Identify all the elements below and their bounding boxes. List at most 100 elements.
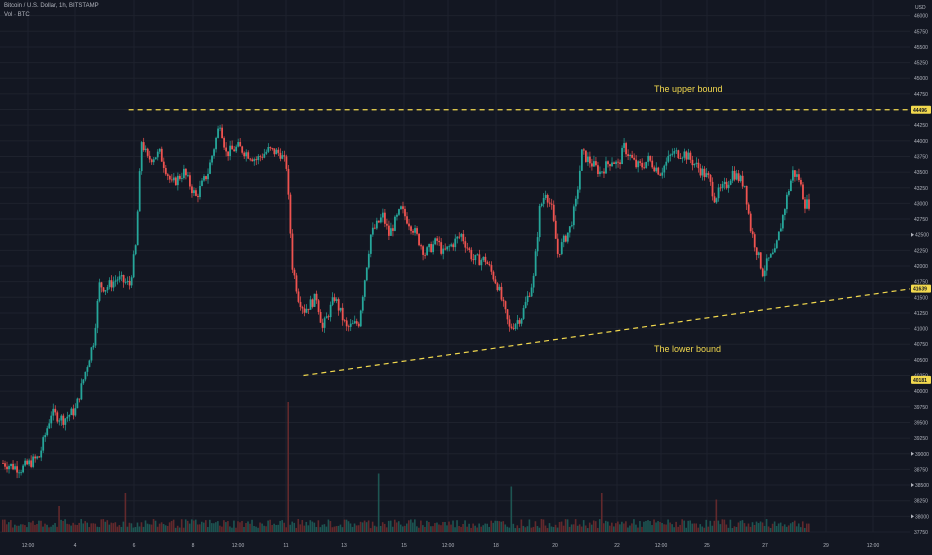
volume-bar — [120, 526, 123, 532]
candle-body — [335, 299, 338, 301]
candle-body — [657, 167, 660, 175]
volume-bar — [403, 525, 406, 532]
volume-bar — [315, 526, 318, 532]
volume-bar — [596, 527, 599, 532]
volume-bar — [164, 525, 167, 532]
candle-body — [568, 226, 571, 233]
volume-bar — [777, 523, 780, 532]
volume-bar — [697, 527, 700, 532]
candle-body — [74, 408, 77, 416]
price-tick: 40500 — [914, 358, 928, 364]
volume-bar — [36, 524, 38, 532]
candle-body — [679, 158, 682, 159]
candle-body — [416, 228, 418, 234]
candle-body — [392, 228, 394, 231]
candle-body — [152, 159, 155, 163]
candle-body — [653, 167, 656, 172]
volume-bar — [671, 524, 673, 532]
candle-body — [584, 150, 587, 162]
volume-bar — [498, 521, 501, 532]
volume-bar — [546, 528, 549, 532]
volume-bar — [379, 525, 382, 532]
volume-bar — [442, 522, 444, 532]
volume-bar — [399, 524, 402, 532]
candle-body — [271, 148, 274, 149]
volume-bar — [114, 522, 117, 532]
candle-body — [589, 156, 591, 164]
candle-body — [709, 174, 712, 182]
lower-bound-label: The lower bound — [654, 344, 722, 354]
candle-body — [609, 164, 611, 167]
candle-body — [526, 295, 529, 302]
volume-bar — [92, 523, 95, 532]
candle-body — [412, 230, 414, 233]
volume-bar — [705, 519, 708, 532]
candle-body — [329, 304, 332, 318]
candle-body — [116, 279, 119, 281]
volume-bar — [142, 526, 145, 532]
volume-bar — [494, 520, 497, 532]
candle-body — [721, 184, 724, 189]
volume-bar — [625, 521, 627, 532]
price-marker-label: 41639 — [913, 287, 927, 293]
time-tick: 29 — [823, 543, 829, 549]
volume-bar — [683, 520, 685, 532]
time-tick: 12:00 — [867, 543, 880, 549]
candle-body — [275, 149, 278, 155]
price-tick: 40000 — [914, 389, 928, 395]
volume-bar — [699, 524, 702, 532]
volume-bar — [239, 522, 241, 532]
candle-body — [490, 265, 493, 272]
price-marker-label: 38500 — [915, 483, 929, 489]
candle-body — [576, 189, 579, 199]
candle-body — [466, 247, 469, 249]
candle-body — [18, 472, 20, 474]
candle-body — [24, 460, 27, 466]
volume-bar — [719, 524, 722, 532]
volume-bar — [186, 520, 189, 532]
volume-bar — [432, 526, 434, 532]
candle-body — [373, 227, 376, 229]
candle-body — [241, 146, 244, 153]
candle-body — [450, 244, 453, 247]
volume-bar — [663, 524, 665, 532]
price-tick: 42250 — [914, 248, 928, 254]
candle-body — [783, 209, 786, 216]
candle-body — [227, 151, 230, 157]
candle-body — [102, 287, 105, 292]
candle-body — [442, 248, 445, 254]
volume-bar — [329, 521, 332, 532]
candle-body — [259, 156, 262, 157]
volume-bars — [2, 402, 810, 532]
volume-bar — [291, 521, 294, 532]
candle-body — [339, 307, 342, 311]
candle-body — [757, 252, 760, 256]
candle-body — [741, 175, 744, 187]
candle-body — [355, 321, 358, 324]
candle-body — [309, 299, 312, 310]
candle-body — [637, 161, 640, 168]
volume-bar — [771, 523, 774, 532]
candle-body — [30, 460, 33, 467]
candle-body — [703, 168, 706, 178]
candle-body — [126, 280, 129, 283]
candle-body — [106, 287, 109, 291]
volume-bar — [166, 526, 169, 532]
volume-bar — [735, 526, 738, 532]
candle-body — [508, 319, 511, 327]
candle-body — [233, 149, 236, 152]
volume-bar — [769, 527, 772, 532]
candle-body — [398, 209, 400, 215]
candle-body — [174, 177, 177, 186]
volume-bar — [102, 519, 105, 532]
candle-body — [528, 295, 531, 297]
volume-bar — [309, 520, 312, 532]
candle-body — [396, 214, 398, 217]
price-tick: 43750 — [914, 154, 928, 160]
candle-body — [538, 206, 541, 238]
volume-bar — [389, 520, 392, 532]
candle-body — [655, 167, 658, 172]
volume-bar — [265, 526, 267, 532]
